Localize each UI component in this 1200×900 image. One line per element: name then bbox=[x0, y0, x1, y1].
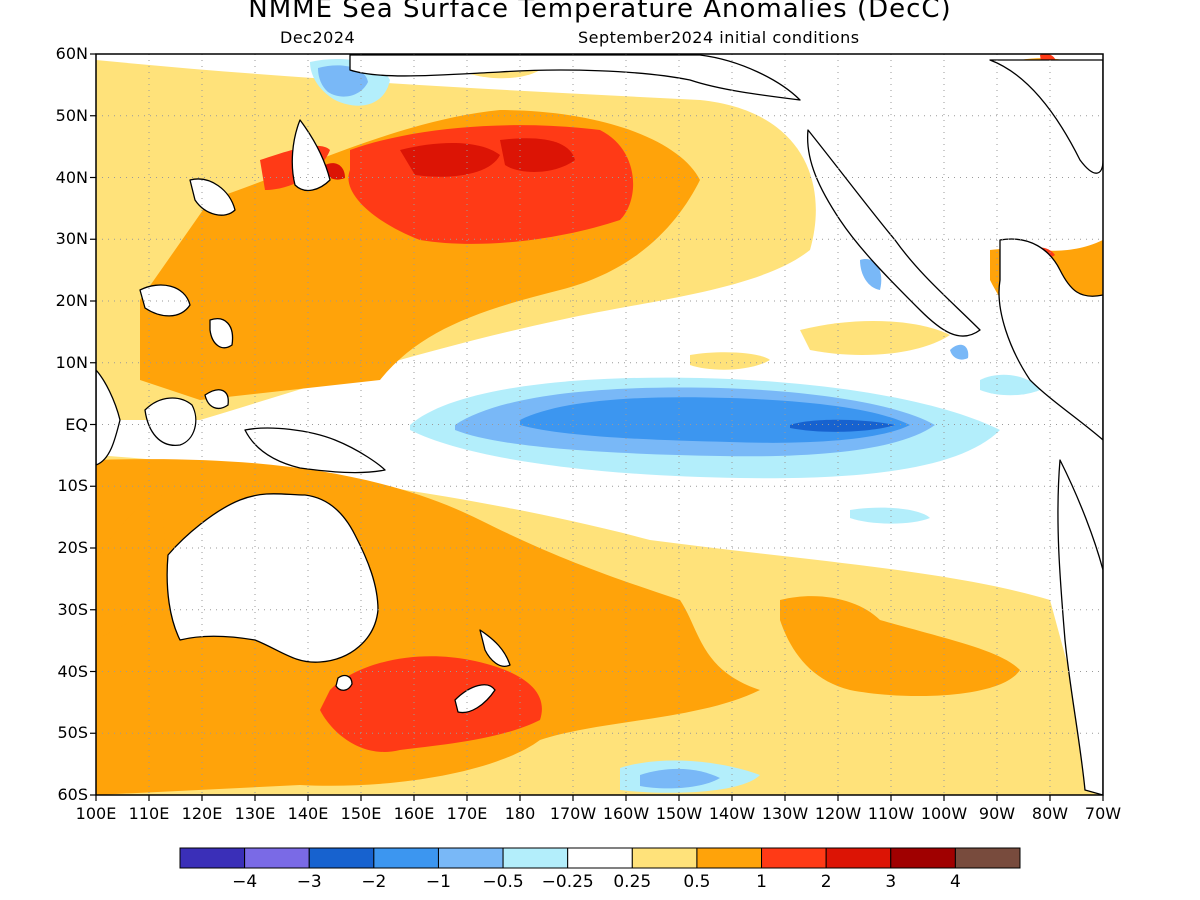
lon-label: 120E bbox=[181, 804, 223, 823]
colorbar-swatch bbox=[825, 847, 892, 869]
colorbar-swatch bbox=[179, 847, 246, 869]
lon-label: 100E bbox=[75, 804, 117, 823]
colorbar-label: −4 bbox=[232, 872, 258, 892]
colorbar-swatch bbox=[567, 847, 633, 869]
map-title: NMME Sea Surface Temperature Anomalies (… bbox=[248, 0, 952, 24]
colorbar-label: −1 bbox=[425, 872, 451, 892]
colorbar-label: 2 bbox=[820, 872, 832, 892]
lat-label: 20S bbox=[57, 538, 88, 557]
lat-label: 20N bbox=[55, 291, 88, 310]
colorbar-label: 0.5 bbox=[683, 872, 711, 892]
lon-label: 160W bbox=[602, 804, 650, 823]
lon-label: 100W bbox=[920, 804, 968, 823]
lon-label: 120W bbox=[814, 804, 862, 823]
colorbar-swatch bbox=[890, 847, 956, 869]
lon-label: 110E bbox=[128, 804, 170, 823]
colorbar-swatch bbox=[631, 847, 698, 869]
colorbar-swatch bbox=[761, 847, 827, 869]
lat-label: EQ bbox=[65, 414, 88, 434]
initial-conditions: September2024 initial conditions bbox=[578, 28, 860, 47]
lat-label: 40S bbox=[57, 661, 88, 681]
lat-label: 30S bbox=[57, 599, 88, 619]
lon-label: 150W bbox=[655, 804, 703, 823]
colorbar-label: 3 bbox=[885, 872, 897, 892]
lon-label: 140W bbox=[708, 804, 756, 823]
lon-label: 170E bbox=[446, 804, 488, 823]
colorbar-swatch bbox=[308, 847, 375, 869]
colorbar-label: −2 bbox=[361, 872, 387, 892]
lon-label: 130E bbox=[234, 804, 276, 823]
colorbar-swatch bbox=[244, 847, 310, 869]
lon-label: 170W bbox=[549, 804, 597, 823]
colorbar-swatch bbox=[502, 847, 569, 869]
lon-label: 140E bbox=[287, 804, 329, 823]
colorbar-swatch bbox=[954, 847, 1021, 869]
lon-label: 70W bbox=[1084, 804, 1122, 823]
lat-label: 60N bbox=[55, 44, 88, 63]
lat-label: 60S bbox=[57, 785, 88, 804]
lon-label: 80W bbox=[1031, 804, 1069, 823]
colorbar-label: 0.25 bbox=[613, 872, 652, 892]
lat-label: 50S bbox=[57, 723, 88, 743]
anomaly-field bbox=[96, 54, 1103, 795]
colorbar-label: 1 bbox=[756, 872, 767, 892]
lat-label: 10N bbox=[55, 352, 88, 372]
lon-label: 110W bbox=[867, 804, 915, 823]
colorbar-label: −0.5 bbox=[482, 872, 524, 892]
lon-label: 160E bbox=[393, 804, 435, 823]
colorbar-swatch bbox=[437, 847, 504, 869]
forecast-month: Dec2024 bbox=[280, 28, 356, 47]
lon-label: 130W bbox=[761, 804, 809, 823]
colorbar-swatch bbox=[373, 847, 439, 869]
colorbar-swatch bbox=[696, 847, 763, 869]
lon-label: 150E bbox=[340, 804, 382, 823]
lat-label: 10S bbox=[57, 476, 88, 496]
lon-label: 180 bbox=[504, 804, 536, 823]
colorbar bbox=[179, 847, 1021, 869]
colorbar-label: 4 bbox=[949, 872, 961, 892]
lat-label: 30N bbox=[55, 229, 88, 249]
colorbar-label: −0.25 bbox=[541, 872, 594, 892]
colorbar-label: −3 bbox=[296, 872, 322, 892]
lat-label: 40N bbox=[55, 167, 88, 187]
lon-label: 90W bbox=[978, 804, 1016, 823]
lat-label: 50N bbox=[55, 105, 88, 125]
